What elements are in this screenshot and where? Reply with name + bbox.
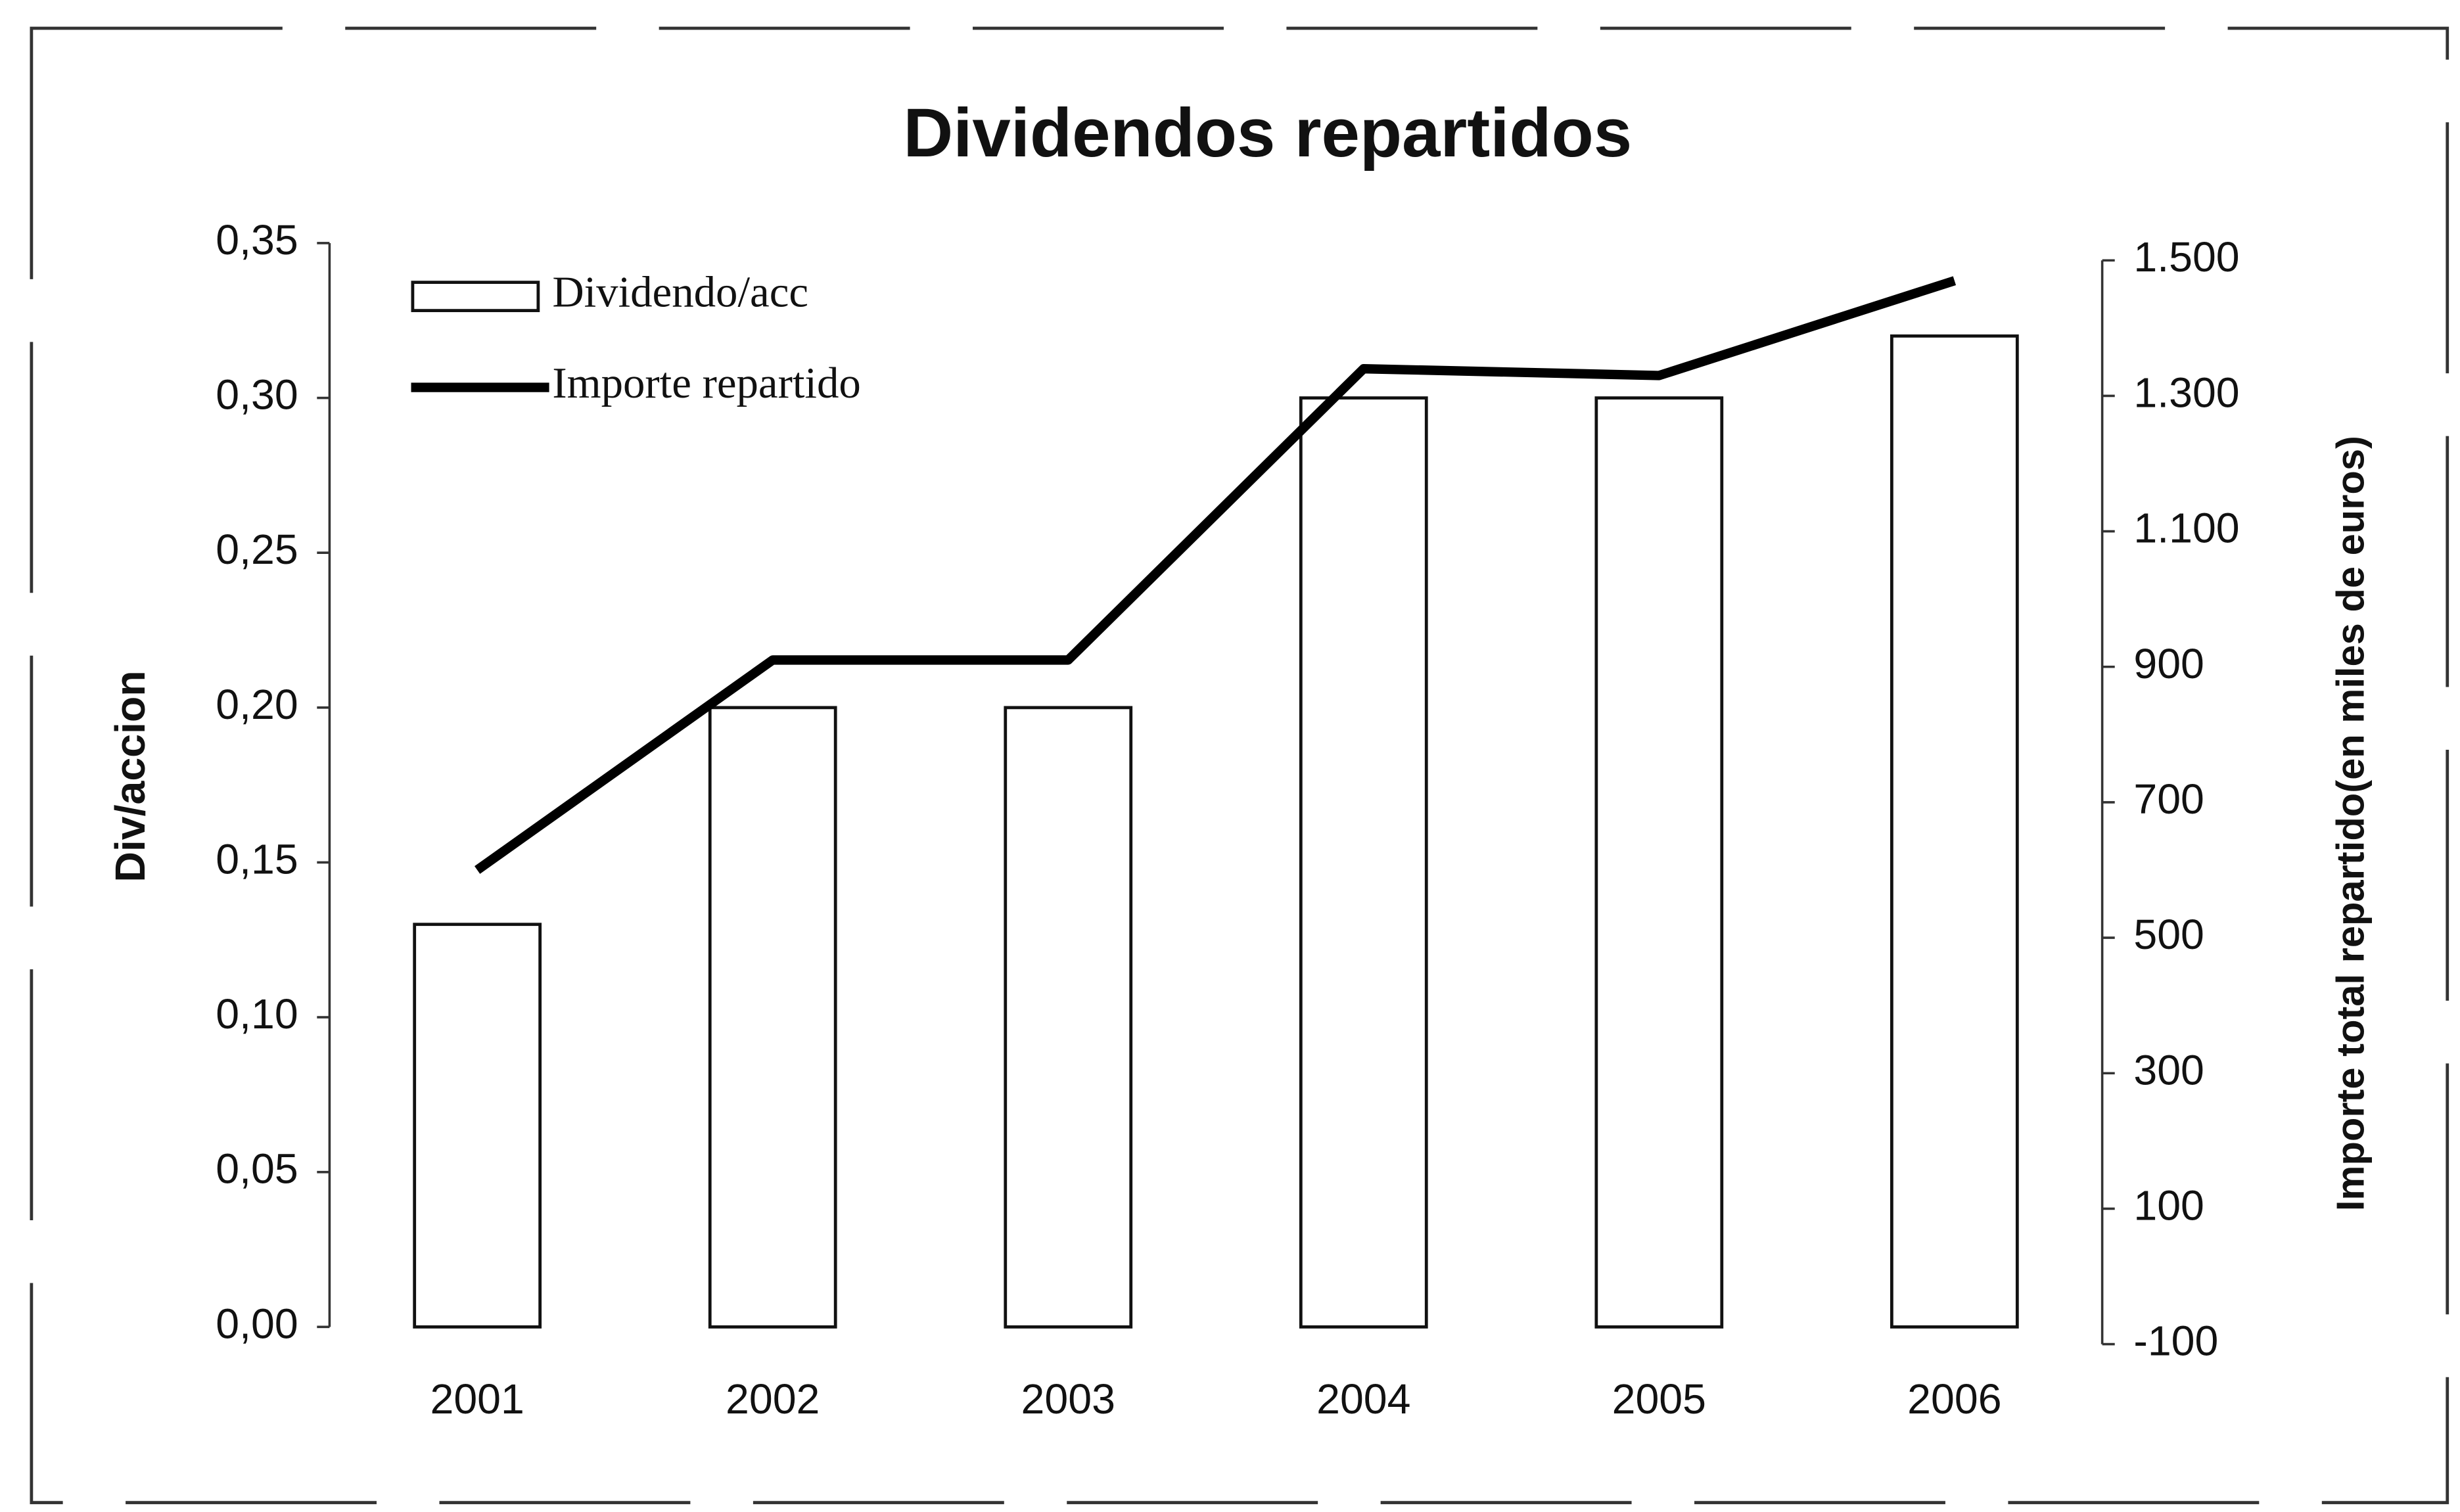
bar bbox=[1890, 334, 2019, 1329]
frame bbox=[30, 26, 2449, 1505]
y-tick-label: 0,20 bbox=[216, 681, 298, 728]
x-tick-label: 2001 bbox=[430, 1375, 524, 1423]
legend-label: Importe repartido bbox=[552, 359, 860, 407]
y-tick-label: 0,30 bbox=[216, 371, 298, 419]
x-tick-label: 2006 bbox=[1907, 1375, 2001, 1423]
bar bbox=[413, 923, 542, 1329]
x-tick-label: 2004 bbox=[1316, 1375, 1410, 1423]
y2-tick-label: 1.300 bbox=[2133, 369, 2239, 416]
y-tick-label: 0,00 bbox=[216, 1300, 298, 1347]
legend-label: Dividendo/acc bbox=[552, 267, 808, 316]
y2-tick-label: 1.100 bbox=[2133, 505, 2239, 552]
y2-axis-label: Importe total repartido(en miles de euro… bbox=[2328, 436, 2372, 1211]
y-tick-label: 0,10 bbox=[216, 990, 298, 1038]
y-tick-label: 0,25 bbox=[216, 526, 298, 573]
y-axis-label: Div/accion bbox=[106, 670, 154, 882]
y2-tick-label: 900 bbox=[2133, 640, 2204, 687]
line bbox=[475, 276, 1957, 874]
bar bbox=[1594, 396, 1724, 1329]
y2-tick-label: 500 bbox=[2133, 911, 2204, 958]
y-tick-label: 0,05 bbox=[216, 1145, 298, 1193]
legend-swatch bbox=[411, 281, 540, 312]
bar bbox=[708, 706, 837, 1329]
y2-tick-label: 1.500 bbox=[2133, 233, 2239, 281]
x-tick-label: 2005 bbox=[1612, 1375, 1706, 1423]
x-tick-label: 2003 bbox=[1021, 1375, 1115, 1423]
y-tick-label: 0,15 bbox=[216, 835, 298, 882]
y2-tick-label: 300 bbox=[2133, 1046, 2204, 1093]
bar bbox=[1299, 396, 1428, 1329]
x-tick-label: 2002 bbox=[726, 1375, 820, 1423]
y2-tick-label: 700 bbox=[2133, 775, 2204, 823]
y2-tick-label: 100 bbox=[2133, 1181, 2204, 1229]
y2-tick-label: -100 bbox=[2133, 1317, 2218, 1365]
bar bbox=[1004, 706, 1133, 1329]
y-tick-label: 0,35 bbox=[216, 216, 298, 263]
chart-title: Dividendos repartidos bbox=[903, 95, 1632, 172]
